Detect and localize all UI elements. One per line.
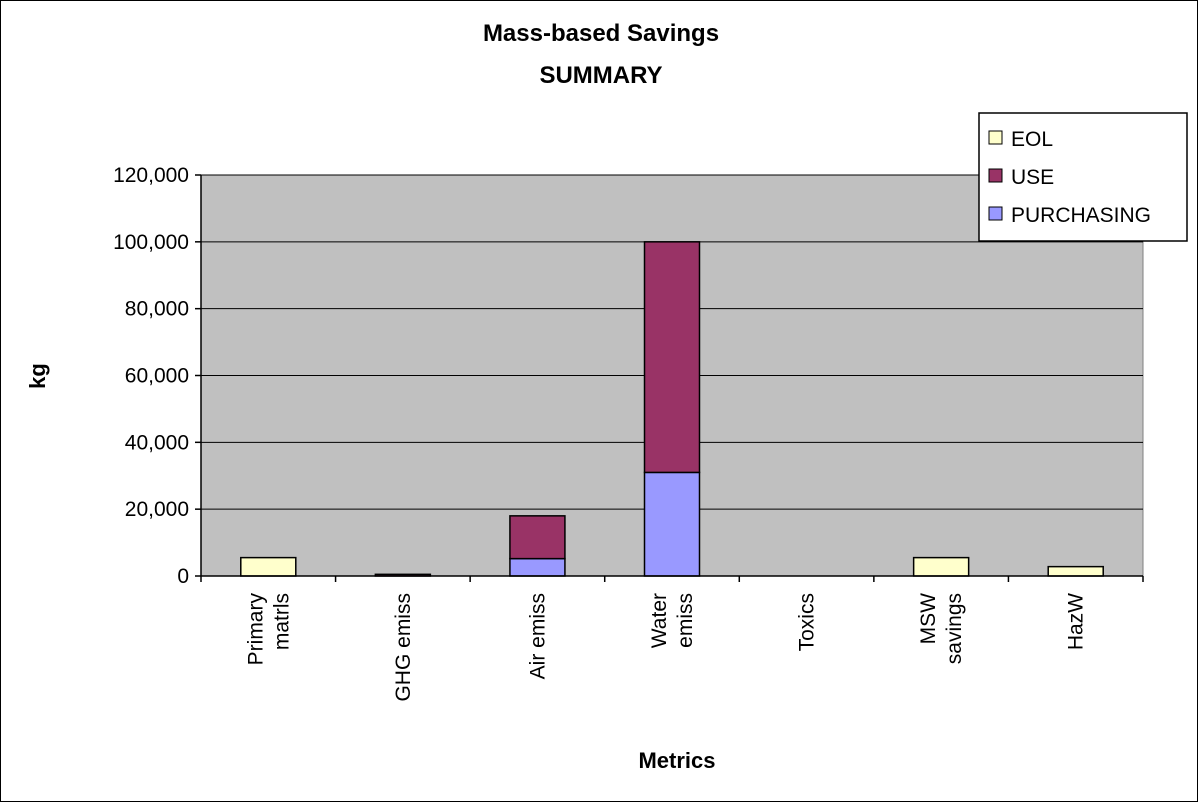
- x-category-label: Water: [648, 593, 671, 648]
- bar-eol-6: [1047, 565, 1104, 577]
- legend-swatch-eol: [988, 130, 1003, 145]
- x-category-label: HazW: [1065, 593, 1088, 650]
- axes: [195, 174, 1144, 582]
- y-tick-label: 60,000: [125, 365, 189, 388]
- legend-label-use: USE: [1011, 166, 1054, 189]
- legend-label-purchasing: PURCHASING: [1011, 204, 1151, 227]
- legend-box: [978, 112, 1188, 242]
- y-axis-title: kg: [25, 363, 50, 389]
- bar-eol-5: [912, 556, 970, 577]
- legend: EOL USE PURCHASING: [978, 112, 1188, 242]
- legend-swatch-purchasing: [988, 206, 1003, 221]
- bar-purchasing-2: [509, 557, 566, 577]
- bars: [240, 241, 1104, 577]
- y-tick-label: 40,000: [125, 431, 189, 454]
- chart-title: Mass-based Savings: [483, 20, 719, 47]
- x-category-label: emiss: [674, 593, 697, 648]
- bar-eol-0: [240, 556, 297, 577]
- legend-label-eol: EOL: [1011, 128, 1053, 151]
- x-category-label: Toxics: [796, 593, 819, 651]
- bar-use-2: [509, 515, 566, 560]
- x-category-label: savings: [943, 593, 966, 664]
- bar-use-3: [643, 241, 701, 474]
- x-category-label: MSW: [917, 593, 940, 645]
- legend-swatch-use: [988, 168, 1003, 183]
- x-category-label: matrls: [270, 593, 293, 650]
- bar-purchasing-3: [643, 471, 701, 577]
- x-category-label: GHG emiss: [392, 593, 415, 702]
- y-tick-label: 80,000: [125, 298, 189, 321]
- x-category-label: Primary: [244, 593, 267, 666]
- y-tick-labels: 0 20,000 40,000 60,000 80,000 100,000 120,000: [113, 164, 189, 588]
- x-category-label: Air emiss: [526, 593, 549, 679]
- x-axis-title: Metrics: [638, 748, 715, 773]
- x-tick-labels: Primary matrls GHG emiss Air emiss Water emis…: [244, 593, 1087, 702]
- chart-subtitle: SUMMARY: [539, 62, 662, 89]
- y-tick-label: 120,000: [113, 164, 189, 187]
- y-tick-label: 100,000: [113, 231, 189, 254]
- y-tick-label: 0: [177, 565, 189, 588]
- y-tick-label: 20,000: [125, 498, 189, 521]
